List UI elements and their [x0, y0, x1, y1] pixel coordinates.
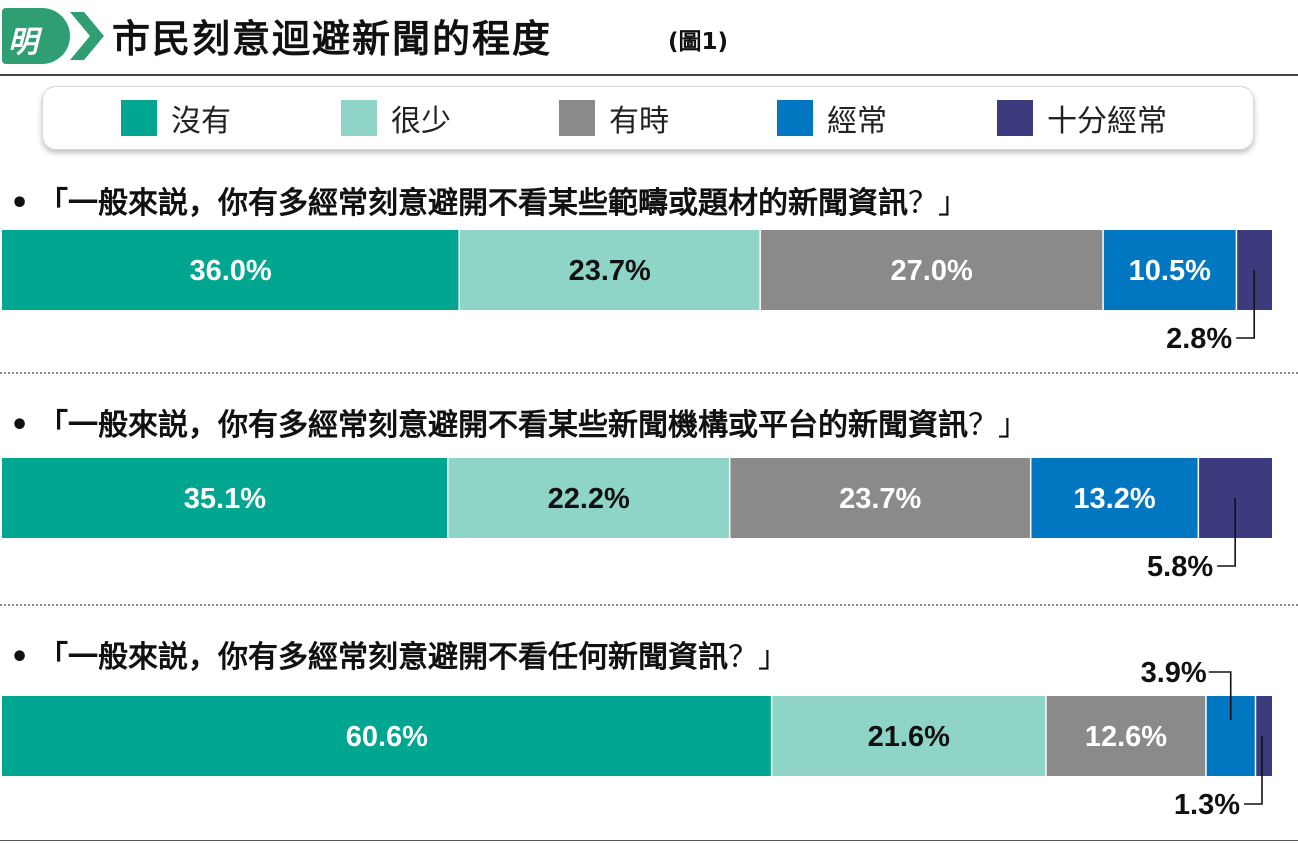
callout-label: 3.9%	[1141, 657, 1207, 689]
bar-label: 22.2%	[548, 483, 630, 515]
bar-label: 35.1%	[184, 483, 266, 515]
bar-label: 60.6%	[346, 721, 428, 753]
header-rule	[0, 74, 1298, 76]
question-mark: ？」	[908, 186, 968, 221]
callout: 2.8%	[1166, 270, 1256, 355]
bar-segment-1-3	[760, 230, 1104, 310]
legend-label: 有時	[609, 104, 669, 139]
legend-item-often: 經常	[777, 87, 887, 149]
legend-label: 十分經常	[1047, 104, 1167, 139]
bar-segment-1-1	[2, 230, 460, 310]
bar-segment-3-3	[1045, 696, 1206, 776]
chevron-right-icon	[70, 12, 104, 60]
bottom-rule	[0, 840, 1298, 841]
legend-swatch	[777, 100, 813, 136]
bar-segment-3-2	[771, 696, 1046, 776]
bar-segment-3-1	[2, 696, 772, 776]
question-3: • 「一般來説，你有多經常刻意避開不看任何新聞資訊？」	[10, 632, 788, 676]
bar-segment-2-3	[729, 458, 1031, 538]
callout-label: 5.8%	[1147, 551, 1213, 583]
callout-leader	[1217, 498, 1236, 567]
question-text: 「一般來説，你有多經常刻意避開不看某些範疇或題材的新聞資訊	[38, 186, 908, 221]
callout-label: 2.8%	[1166, 323, 1232, 355]
bullet: •	[10, 408, 30, 443]
legend-label: 很少	[391, 104, 451, 139]
callout-label: 1.3%	[1174, 789, 1240, 821]
legend-swatch	[559, 100, 595, 136]
bar-label: 10.5%	[1129, 255, 1211, 287]
question-text: 「一般來説，你有多經常刻意避開不看某些新聞機構或平台的新聞資訊	[38, 408, 968, 443]
question-mark: ？」	[728, 640, 788, 675]
legend-label: 經常	[827, 104, 887, 139]
bar-segment-2-2	[447, 458, 730, 538]
separator	[0, 604, 1298, 606]
legend: 沒有 很少 有時 經常 十分經常	[42, 86, 1254, 150]
legend-item-sometimes: 有時	[559, 87, 669, 149]
callout-leader	[1236, 270, 1256, 339]
legend-swatch	[997, 100, 1033, 136]
question-text: 「一般來説，你有多經常刻意避開不看任何新聞資訊	[38, 640, 728, 675]
logo-badge: 明	[2, 8, 70, 64]
legend-label: 沒有	[171, 104, 231, 139]
callout-leader	[1208, 671, 1232, 720]
bar-label: 23.7%	[569, 255, 651, 287]
legend-swatch	[341, 100, 377, 136]
bullet: •	[10, 186, 30, 221]
legend-item-none: 沒有	[121, 87, 231, 149]
chart-title: 市民刻意迴避新聞的程度	[112, 17, 553, 61]
question-1: • 「一般來説，你有多經常刻意避開不看某些範疇或題材的新聞資訊？」	[10, 178, 968, 222]
question-2: • 「一般來説，你有多經常刻意避開不看某些新聞機構或平台的新聞資訊？」	[10, 400, 1028, 444]
callout: 1.3%	[1174, 736, 1263, 821]
bar-label: 36.0%	[189, 255, 271, 287]
legend-item-very-often: 十分經常	[997, 87, 1167, 149]
legend-swatch	[121, 100, 157, 136]
separator	[0, 372, 1298, 374]
bar-label: 13.2%	[1073, 483, 1155, 515]
callout: 5.8%	[1147, 498, 1236, 583]
bar-label: 21.6%	[868, 721, 950, 753]
bar-segment-1-2	[459, 230, 761, 310]
callout: 3.9%	[1141, 657, 1232, 720]
bar-segment-2-1	[2, 458, 448, 538]
bar-label: 12.6%	[1085, 721, 1167, 753]
header: 明 市民刻意迴避新聞的程度 (圖1)	[0, 0, 1298, 76]
figure-number: (圖1)	[668, 29, 729, 55]
question-mark: ？」	[968, 408, 1028, 443]
bar-label: 27.0%	[891, 255, 973, 287]
bullet: •	[10, 640, 30, 675]
bar-segment-1-4	[1103, 230, 1237, 310]
bar-segment-2-4	[1030, 458, 1199, 538]
logo-text: 明	[8, 25, 38, 60]
bar-segment-3-5	[1255, 696, 1272, 776]
bar-label: 23.7%	[839, 483, 921, 515]
callout-leader	[1244, 736, 1263, 805]
legend-item-rarely: 很少	[341, 87, 451, 149]
